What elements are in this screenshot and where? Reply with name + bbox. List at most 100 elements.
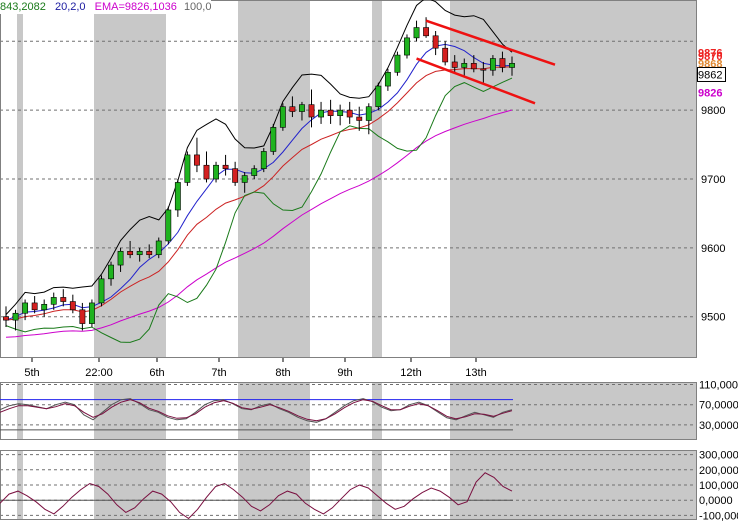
session-band-stoch-2 [372, 382, 382, 440]
candle-body [423, 27, 430, 37]
candle-body [31, 302, 38, 311]
last-price-box [697, 66, 726, 82]
candle-body [117, 250, 124, 266]
candle-body [22, 302, 29, 314]
x-axis-label: 8th [275, 367, 290, 379]
session-band-stoch-3 [450, 382, 697, 440]
x-axis-label: 13th [465, 367, 486, 379]
candle-body [165, 209, 172, 242]
extra-readout: 100,0 [183, 1, 212, 13]
stoch-tick-label: 110,0000 [699, 380, 738, 392]
stoch-tick-label: 70,0000 [699, 400, 738, 412]
panel-border-price [0, 0, 697, 358]
candle-body [394, 54, 401, 73]
candle-body [69, 301, 76, 311]
x-axis-label: 22:00 [85, 367, 113, 379]
candle-body [203, 164, 210, 180]
candle-body [108, 264, 114, 280]
y-tick-label: 9500 [701, 312, 725, 324]
price-label: 9876 [698, 47, 722, 59]
candle-body [384, 71, 391, 87]
x-axis-label: 5th [24, 367, 39, 379]
candle-body [98, 278, 105, 304]
stoch-line-1 [0, 399, 513, 422]
candle-body [184, 154, 191, 183]
candle-body [365, 106, 372, 121]
candle-body [222, 164, 229, 169]
session-band-cci-0 [94, 450, 166, 520]
bollinger-upper-line [5, 0, 513, 315]
candle-body [461, 63, 468, 68]
candle-body [60, 297, 67, 302]
candle-body [155, 240, 162, 256]
x-axis-label: 12th [400, 367, 421, 379]
candle-body [318, 109, 324, 118]
candle-body [489, 58, 496, 71]
x-axis-label: 6th [149, 367, 164, 379]
candle-body [50, 297, 57, 305]
candle-body [251, 168, 258, 176]
candle-body [356, 116, 363, 121]
candle-body [289, 106, 296, 112]
cci-line [0, 472, 513, 520]
cci-tick-label: 300,0000 [699, 450, 738, 462]
ema-readout: EMA=9826,1036 [94, 1, 177, 13]
ema-line [5, 109, 513, 338]
cci-tick-label: 0,0000 [699, 495, 733, 507]
y-tick-label: 9800 [701, 105, 725, 117]
candle-body [146, 250, 153, 256]
cci-tick-label: 100,0000 [699, 480, 738, 492]
candle-body [480, 68, 487, 71]
session-marker-stoch-0 [17, 382, 23, 440]
cci-tick-label: -100,0000 [699, 510, 738, 522]
candle-body [241, 175, 248, 183]
candle-body [413, 27, 420, 39]
candle-body [404, 37, 410, 56]
price-label: 9826 [698, 87, 722, 99]
panel-border-stoch [0, 382, 697, 440]
panel-border-cci [0, 450, 697, 520]
candle-body [232, 168, 239, 183]
indicator-header: 843,2082 20,2,0 EMA=9826,1036 100,0 [0, 0, 212, 14]
session-band-stoch-1 [238, 382, 310, 440]
candle-body [442, 47, 449, 63]
candle-body [470, 63, 477, 70]
candle-body [499, 58, 506, 68]
candle-body [3, 316, 9, 321]
candle-body [279, 106, 286, 128]
candle-body [79, 309, 86, 324]
channel-upper-line [425, 19, 556, 66]
candle-body [299, 104, 305, 112]
candle-body [12, 312, 19, 321]
candle-body [194, 154, 200, 166]
bollinger-lower-line [5, 77, 513, 343]
stoch-tick-label: 30,0000 [699, 420, 738, 432]
bollinger-params: 20,2,0 [54, 1, 86, 13]
candle-body [346, 109, 353, 118]
candle-body [174, 182, 181, 211]
candle-body [375, 85, 382, 108]
price-label: 9870 [698, 51, 722, 63]
session-band-cci-2 [372, 450, 382, 520]
candle-body [308, 104, 315, 118]
candle-body [451, 61, 458, 68]
candle-body [337, 109, 344, 116]
candle-body [88, 302, 95, 324]
indicator-value: 843,2082 [0, 1, 46, 13]
candle-body [509, 63, 515, 68]
candle-body [432, 35, 439, 49]
candle-body [327, 109, 334, 116]
x-axis-label: 9th [337, 367, 352, 379]
y-tick-label: 9700 [701, 174, 725, 186]
candle-body [136, 250, 143, 256]
candle-body [260, 151, 267, 169]
candle-body [41, 303, 48, 311]
session-band-price-2 [372, 0, 382, 358]
session-band-cci-1 [238, 450, 310, 520]
candle-body [270, 127, 277, 152]
cci-tick-label: 200,0000 [699, 465, 738, 477]
candle-body [127, 250, 134, 256]
candle-body [213, 164, 219, 180]
